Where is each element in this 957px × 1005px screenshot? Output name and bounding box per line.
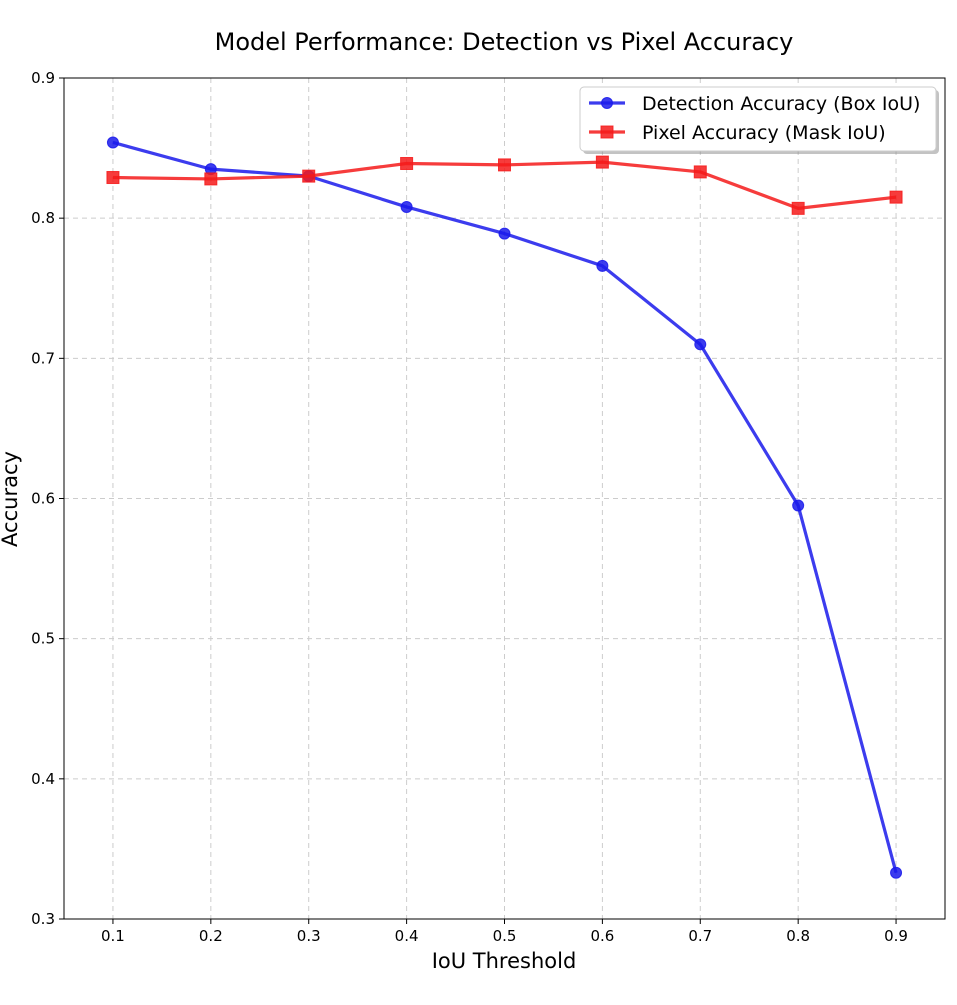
legend-entries: Detection Accuracy (Box IoU) Pixel Accura…	[589, 93, 920, 144]
series-2-point	[791, 201, 805, 215]
series-1-point	[792, 499, 805, 512]
x-tick-label: 0.3	[297, 927, 321, 945]
x-tick-label: 0.9	[884, 927, 908, 945]
series-2	[106, 155, 903, 215]
x-axis-label: IoU Threshold	[432, 949, 577, 973]
x-axis-ticks: 0.1 0.2 0.3 0.4 0.5 0.6 0.7 0.8 0.9	[101, 919, 908, 945]
legend: Detection Accuracy (Box IoU) Pixel Accura…	[579, 86, 939, 154]
y-tick-label: 0.7	[31, 349, 55, 367]
legend-marker-swatch	[601, 97, 613, 109]
series-2-point	[498, 158, 511, 172]
y-tick-label: 0.3	[31, 910, 55, 928]
y-tick-label: 0.6	[31, 490, 55, 508]
legend-marker-swatch	[600, 125, 614, 139]
x-tick-label: 0.7	[688, 927, 712, 945]
y-tick-label: 0.5	[31, 630, 55, 648]
series-2-point	[693, 165, 707, 179]
x-tick-label: 0.5	[493, 927, 517, 945]
x-tick-label: 0.2	[199, 927, 223, 945]
y-axis-ticks: 0.3 0.4 0.5 0.6 0.7 0.8 0.9	[31, 69, 64, 928]
legend-entry-2: Pixel Accuracy (Mask IoU)	[589, 122, 886, 144]
series-1-point	[694, 338, 707, 351]
y-axis-label: Accuracy	[0, 451, 22, 547]
grid-lines	[64, 78, 945, 919]
legend-label: Pixel Accuracy (Mask IoU)	[642, 122, 886, 144]
series-1-point	[596, 259, 609, 272]
y-tick-label: 0.8	[31, 209, 55, 227]
series-2-point	[889, 190, 903, 204]
series-1-point	[400, 200, 413, 213]
series-1-point	[106, 136, 119, 149]
x-tick-label: 0.1	[101, 927, 125, 945]
series-2-point	[106, 171, 120, 185]
series-2-point	[204, 172, 218, 186]
y-tick-label: 0.4	[31, 770, 55, 788]
legend-label: Detection Accuracy (Box IoU)	[642, 93, 920, 115]
legend-box	[579, 86, 937, 152]
x-tick-label: 0.4	[395, 927, 419, 945]
series-layer	[106, 136, 903, 879]
series-2-point	[400, 157, 414, 171]
y-tick-label: 0.9	[31, 69, 55, 87]
series-2-point	[595, 155, 609, 169]
series-1-point	[498, 227, 511, 240]
series-2-point	[302, 169, 316, 183]
x-tick-label: 0.8	[786, 927, 810, 945]
legend-entry-1: Detection Accuracy (Box IoU)	[589, 93, 920, 115]
series-1-point	[890, 866, 903, 879]
chart-title: Model Performance: Detection vs Pixel Ac…	[215, 28, 794, 56]
series-1	[106, 136, 903, 879]
x-tick-label: 0.6	[590, 927, 614, 945]
